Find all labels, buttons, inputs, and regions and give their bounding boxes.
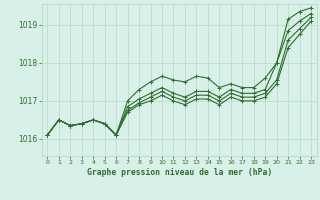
X-axis label: Graphe pression niveau de la mer (hPa): Graphe pression niveau de la mer (hPa): [87, 168, 272, 177]
